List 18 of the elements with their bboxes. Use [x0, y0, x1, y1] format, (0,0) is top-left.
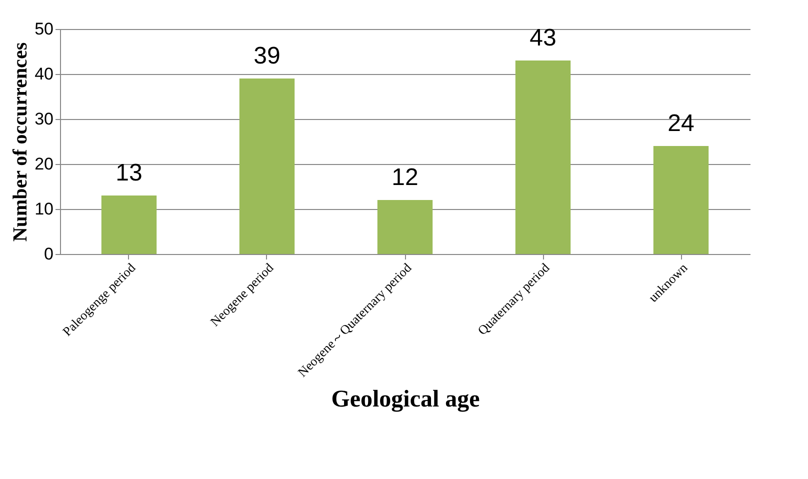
data-label: 13	[116, 160, 142, 186]
bar	[377, 200, 433, 254]
bar	[653, 146, 709, 254]
bar	[101, 196, 157, 254]
y-tick-label: 30	[34, 110, 54, 128]
y-tick-label: 20	[34, 154, 54, 174]
y-tick-label: 50	[34, 20, 54, 38]
data-label: 39	[254, 42, 280, 70]
y-tick-label: 0	[44, 244, 54, 264]
bar	[515, 60, 571, 254]
y-axis-title: Number of occurrences	[10, 42, 32, 242]
y-tick-label: 40	[34, 64, 54, 84]
data-label: 24	[668, 110, 694, 137]
y-tick-label: 10	[34, 200, 54, 218]
bar	[239, 78, 295, 254]
x-axis-title: Geological age	[331, 386, 480, 413]
data-label: 43	[530, 24, 556, 52]
data-label: 12	[392, 164, 418, 191]
